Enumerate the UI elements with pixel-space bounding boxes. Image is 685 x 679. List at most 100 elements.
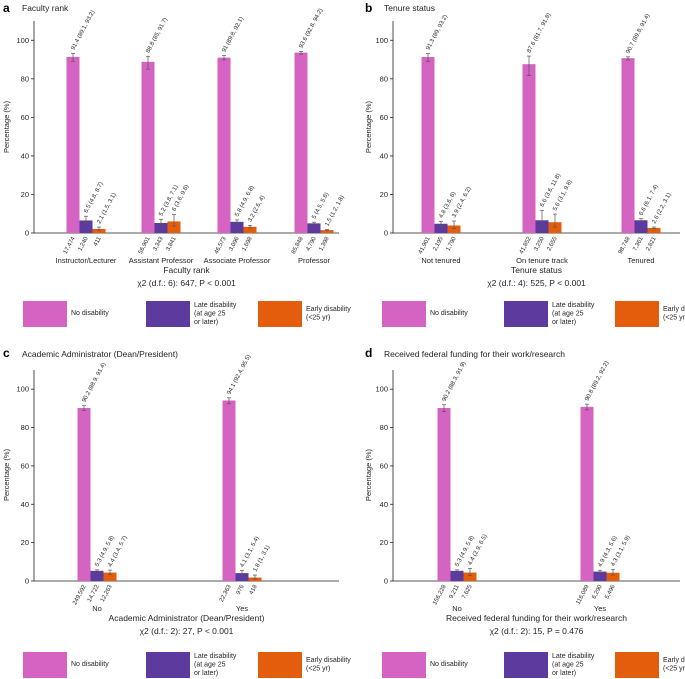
bar [79, 220, 93, 233]
bar [421, 57, 435, 233]
legend-label-line: Early disability [306, 657, 351, 664]
x-tick-label: Professor [298, 256, 331, 265]
n-label: 6,290 [591, 584, 604, 601]
bar [647, 227, 661, 233]
data-label: 2.1 (1.5, 3.1) [96, 192, 117, 225]
y-tick-label: 0 [384, 229, 388, 238]
x-axis-label: Faculty rank [163, 265, 210, 275]
y-tick-label: 80 [380, 74, 388, 83]
data-label: 3.2 (2.6, 4) [247, 195, 266, 223]
n-label: 41,852 [519, 236, 533, 256]
bar [307, 223, 321, 233]
n-label: 22,363 [219, 584, 233, 604]
n-label: 249,592 [72, 584, 88, 607]
x-tick-label: Yes [594, 604, 606, 613]
legend-label-line: No disability [430, 661, 468, 668]
legend-label: No disability [430, 661, 468, 668]
y-axis-label: Percentage (%) [2, 448, 11, 501]
y-tick-label: 0 [25, 577, 29, 586]
bar [621, 58, 635, 233]
data-label: 2.6 (2.2, 3.1) [651, 192, 672, 225]
n-label: 976 [236, 584, 246, 596]
legend-label: Late disability (at age 25 or later) [194, 302, 237, 326]
stat-text: χ2 (d.f.: 2): 27, P < 0.001 [140, 626, 234, 636]
panel-title: Received federal funding for their work/… [384, 349, 565, 359]
bar [92, 228, 106, 233]
bar [141, 61, 155, 233]
data-label: 90.7 (89.8, 91.4) [625, 13, 651, 55]
legend-label: No disability [71, 310, 109, 317]
data-label: 91 (89.8, 92.1) [221, 16, 245, 53]
x-tick-label: Tenured [627, 256, 654, 265]
panel-title: Tenure status [384, 3, 435, 13]
stat-text: χ2 (d.f.: 2): 15, P = 0.476 [490, 626, 584, 636]
x-axis-label: Tenure status [511, 265, 562, 275]
n-label: 12,263 [100, 584, 114, 604]
legend-label: Early disability (<25 yr) [663, 657, 685, 673]
n-label: 7,361 [632, 236, 645, 253]
bar [437, 407, 451, 581]
y-tick-label: 100 [16, 385, 29, 394]
x-tick-label: Assistant Professor [129, 256, 194, 265]
n-label: 2,821 [645, 236, 658, 253]
n-label: 4,790 [305, 236, 318, 253]
bar [320, 230, 334, 233]
bar [243, 226, 257, 233]
y-tick-label: 60 [21, 113, 29, 122]
legend-label-line: or later) [194, 670, 218, 677]
x-axis-label: Received federal funding for their work/… [446, 613, 627, 623]
legend-swatch [504, 652, 548, 678]
y-tick-label: 60 [380, 113, 388, 122]
panel-letter: d [365, 346, 372, 360]
legend: No disability Late disability (at age 25 or… [23, 652, 351, 678]
n-label: 2,655 [546, 236, 559, 253]
bar [463, 572, 477, 581]
n-label: 3,250 [533, 236, 546, 253]
n-label: 5,496 [604, 584, 617, 601]
n-label: 98,748 [618, 236, 632, 256]
bar [535, 220, 549, 233]
n-label: 156,228 [432, 584, 448, 607]
y-tick-label: 40 [21, 500, 29, 509]
bar [66, 56, 80, 233]
n-label: 1,698 [241, 236, 254, 253]
n-label: 2,195 [432, 236, 445, 253]
bar [580, 406, 594, 581]
x-tick-label: Associate Professor [204, 256, 271, 265]
n-label: 3,096 [228, 236, 241, 253]
legend-label-line: (<25 yr) [663, 666, 685, 673]
legend-label-line: Late disability [552, 302, 595, 309]
legend: No disability Late disability (at age 25 or… [23, 301, 351, 327]
legend: No disability Late disability (at age 25 or… [382, 652, 685, 678]
data-label: 94.1 (92.4, 95.5) [226, 354, 252, 396]
data-label: 91.4 (89.1, 93.2) [70, 10, 96, 52]
data-label: 90.2 (88.9, 91.4) [81, 362, 107, 404]
bar [634, 220, 648, 233]
legend-label-line: (at age 25 [194, 662, 226, 669]
legend-label-line: (at age 25 [552, 662, 584, 669]
legend-label: Early disability (<25 yr) [663, 306, 685, 322]
panel-letter: a [3, 1, 10, 15]
x-tick-label: No [92, 604, 102, 613]
data-label: 6.5 (4.8, 8.7) [83, 181, 104, 214]
x-tick-label: No [452, 604, 462, 613]
bar [77, 407, 91, 581]
legend-label: Early disability (<25 yr) [306, 657, 351, 673]
y-tick-label: 60 [380, 461, 388, 470]
y-tick-label: 0 [384, 577, 388, 586]
y-tick-label: 0 [25, 229, 29, 238]
panel-letter: c [3, 346, 10, 360]
y-tick-label: 20 [380, 190, 388, 199]
legend-label: Late disability (at age 25 or later) [552, 302, 595, 326]
legend-swatch [615, 652, 659, 678]
y-tick-label: 100 [16, 36, 29, 45]
bar [450, 570, 464, 581]
legend-label-line: (<25 yr) [663, 315, 685, 322]
legend-label-line: Late disability [194, 302, 237, 309]
y-axis-label: Percentage (%) [2, 100, 11, 153]
data-label: 88.8 (85, 91.7) [145, 17, 169, 54]
n-label: 418 [249, 584, 259, 596]
y-tick-label: 80 [21, 74, 29, 83]
legend: No disability Late disability (at age 25 or… [382, 301, 685, 327]
